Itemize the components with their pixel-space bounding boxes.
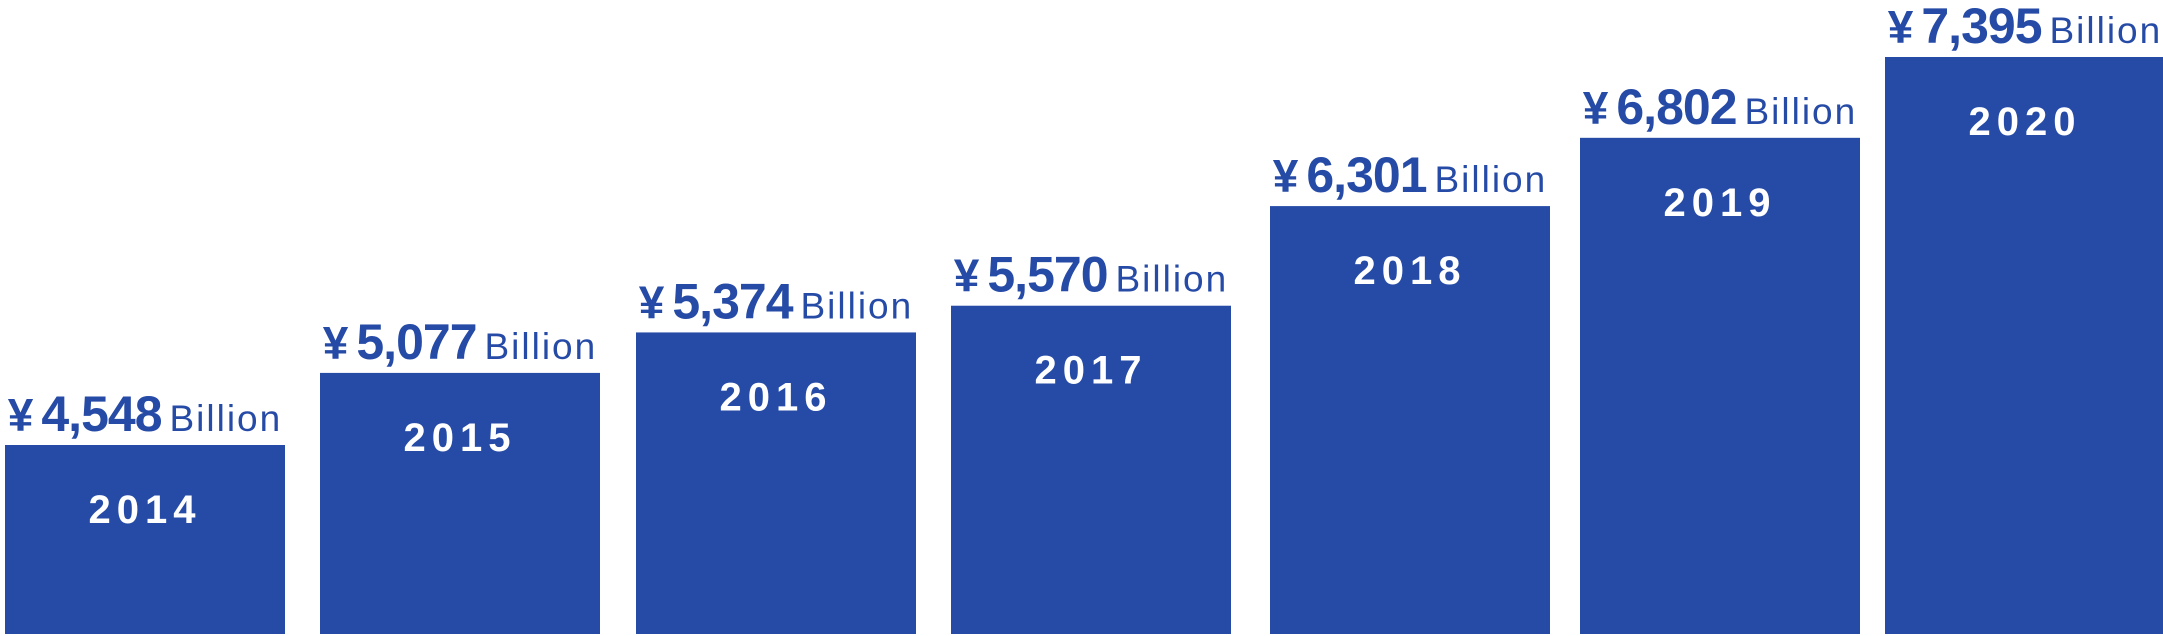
bar-2015 bbox=[320, 372, 600, 634]
value-unit: Billion bbox=[1745, 91, 1858, 132]
value-label-2014: ¥4,548 Billion bbox=[8, 386, 282, 442]
value-unit: Billion bbox=[2050, 10, 2163, 51]
value-number: 6,301 bbox=[1306, 147, 1426, 203]
category-label-2016: 2016 bbox=[720, 375, 833, 419]
value-label-2018: ¥6,301 Billion bbox=[1273, 147, 1547, 203]
currency-symbol: ¥ bbox=[8, 389, 34, 441]
value-number: 5,570 bbox=[987, 247, 1107, 303]
category-label-2019: 2019 bbox=[1664, 181, 1777, 225]
value-label-2017: ¥5,570 Billion bbox=[954, 247, 1228, 303]
value-number: 5,374 bbox=[672, 273, 793, 329]
category-label-2018: 2018 bbox=[1354, 249, 1467, 293]
value-label-2015: ¥5,077 Billion bbox=[323, 314, 597, 370]
category-label-2015: 2015 bbox=[404, 416, 517, 460]
currency-symbol: ¥ bbox=[1273, 150, 1299, 202]
value-label-2019: ¥6,802 Billion bbox=[1583, 79, 1857, 135]
currency-symbol: ¥ bbox=[1888, 1, 1914, 53]
category-labels-group: 2014 2015 2016 2017 2018 2019 2020 bbox=[89, 100, 2082, 532]
value-unit: Billion bbox=[170, 398, 283, 439]
value-label-2020: ¥7,395 Billion bbox=[1888, 0, 2162, 54]
bar-2014 bbox=[5, 445, 285, 634]
value-number: 5,077 bbox=[356, 314, 476, 370]
category-label-2020: 2020 bbox=[1969, 100, 2082, 144]
currency-symbol: ¥ bbox=[954, 250, 980, 302]
bar-2017 bbox=[951, 305, 1231, 634]
value-label-2016: ¥5,374 Billion bbox=[639, 273, 913, 329]
value-labels-group: ¥4,548 Billion¥ 5,077 Billion¥ 5,374 Billion¥… bbox=[8, 0, 2162, 442]
category-label-2014: 2014 bbox=[89, 488, 202, 532]
bar-2018 bbox=[1270, 206, 1550, 634]
bar-2019 bbox=[1580, 137, 1860, 635]
value-unit: Billion bbox=[801, 285, 914, 326]
value-number: 4,548 bbox=[41, 386, 161, 442]
value-unit: Billion bbox=[1435, 159, 1548, 200]
category-label-2017: 2017 bbox=[1035, 349, 1148, 393]
value-number: 7,395 bbox=[1921, 0, 2041, 54]
currency-symbol: ¥ bbox=[1583, 82, 1609, 134]
currency-symbol: ¥ bbox=[323, 317, 349, 369]
bars-group bbox=[5, 57, 2163, 635]
bar-2020 bbox=[1885, 57, 2163, 634]
currency-symbol: ¥ bbox=[639, 276, 665, 328]
value-number: 6,802 bbox=[1616, 79, 1736, 135]
value-unit: Billion bbox=[485, 326, 598, 367]
value-unit: Billion bbox=[1116, 259, 1229, 300]
bar-2016 bbox=[636, 332, 916, 634]
